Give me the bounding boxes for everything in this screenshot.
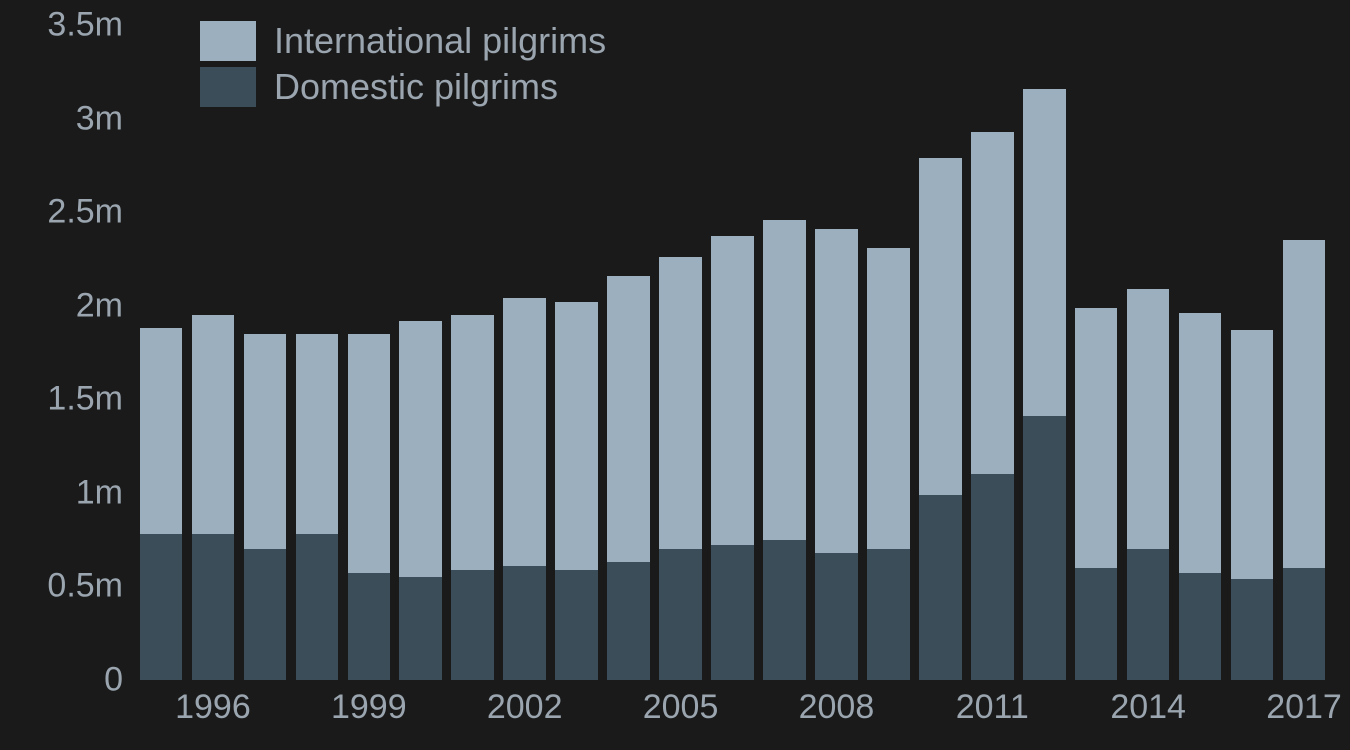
bar-seg-international — [555, 302, 598, 570]
bar-seg-domestic — [607, 562, 650, 680]
bar-2013 — [1075, 308, 1118, 680]
bar-seg-international — [348, 334, 391, 574]
bar-seg-domestic — [555, 570, 598, 680]
bar-2014 — [1127, 289, 1170, 680]
bar-seg-international — [1179, 313, 1222, 573]
bar-seg-domestic — [1231, 579, 1274, 680]
x-tick-label: 2005 — [643, 688, 719, 727]
legend-swatch-international — [200, 21, 256, 61]
bar-seg-international — [296, 334, 339, 534]
bar-seg-international — [244, 334, 287, 549]
bar-seg-domestic — [503, 566, 546, 680]
bar-seg-international — [659, 257, 702, 549]
bar-2012 — [1023, 89, 1066, 680]
bar-seg-international — [140, 328, 183, 534]
bar-seg-international — [919, 158, 962, 495]
bar-2005 — [659, 257, 702, 680]
y-tick-label: 3m — [76, 99, 123, 138]
bar-2009 — [867, 248, 910, 680]
bar-seg-international — [1023, 89, 1066, 417]
bar-seg-domestic — [1023, 416, 1066, 680]
bar-1997 — [244, 334, 287, 680]
chart-legend: International pilgrimsDomestic pilgrims — [200, 20, 606, 112]
y-tick-label: 0 — [104, 661, 123, 700]
x-tick-label: 2011 — [956, 688, 1029, 727]
bar-seg-international — [1283, 240, 1326, 568]
y-tick-label: 3.5m — [47, 6, 123, 45]
bar-seg-domestic — [1283, 568, 1326, 680]
bar-2002 — [503, 298, 546, 680]
bar-1999 — [348, 334, 391, 680]
bar-seg-domestic — [1127, 549, 1170, 680]
y-tick-label: 2m — [76, 286, 123, 325]
bar-seg-domestic — [451, 570, 494, 680]
bar-2000 — [399, 321, 442, 680]
x-tick-label: 2008 — [799, 688, 875, 727]
bar-2001 — [451, 315, 494, 680]
bar-seg-domestic — [348, 573, 391, 680]
bar-seg-domestic — [1179, 573, 1222, 680]
bar-seg-international — [192, 315, 235, 534]
bar-seg-international — [867, 248, 910, 549]
bar-seg-domestic — [296, 534, 339, 680]
bar-seg-international — [1075, 308, 1118, 568]
legend-item-domestic: Domestic pilgrims — [200, 66, 606, 108]
bar-seg-domestic — [867, 549, 910, 680]
bar-seg-domestic — [815, 553, 858, 680]
bar-seg-domestic — [192, 534, 235, 680]
y-tick-label: 0.5m — [47, 567, 123, 606]
x-tick-label: 1999 — [331, 688, 407, 727]
bar-2003 — [555, 302, 598, 680]
bar-1998 — [296, 334, 339, 680]
bar-seg-domestic — [244, 549, 287, 680]
bar-2011 — [971, 132, 1014, 680]
bar-seg-international — [451, 315, 494, 570]
x-tick-label: 2002 — [487, 688, 563, 727]
bar-2007 — [763, 220, 806, 680]
y-tick-label: 2.5m — [47, 193, 123, 232]
legend-item-international: International pilgrims — [200, 20, 606, 62]
bar-seg-international — [763, 220, 806, 540]
bar-seg-international — [1231, 330, 1274, 579]
bar-1995 — [140, 328, 183, 680]
bar-seg-international — [607, 276, 650, 562]
plot-area — [135, 25, 1330, 680]
x-tick-label: 2014 — [1110, 688, 1186, 727]
x-tick-label: 1996 — [175, 688, 251, 727]
bar-seg-domestic — [399, 577, 442, 680]
legend-swatch-domestic — [200, 67, 256, 107]
legend-label-domestic: Domestic pilgrims — [274, 66, 558, 108]
bar-1996 — [192, 315, 235, 680]
bar-2016 — [1231, 330, 1274, 680]
bar-seg-international — [815, 229, 858, 553]
bar-seg-international — [971, 132, 1014, 474]
bar-seg-domestic — [971, 474, 1014, 680]
bar-2010 — [919, 158, 962, 680]
y-tick-label: 1m — [76, 473, 123, 512]
bar-2015 — [1179, 313, 1222, 680]
bar-2006 — [711, 236, 754, 680]
bar-2008 — [815, 229, 858, 680]
pilgrims-stacked-bar-chart: 0 0.5m 1m 1.5m 2m 2.5m 3m 3.5m 1996 1999 2002 2005… — [0, 0, 1350, 750]
bar-seg-international — [503, 298, 546, 566]
legend-label-international: International pilgrims — [274, 20, 606, 62]
x-tick-label: 2017 — [1266, 688, 1342, 727]
bar-seg-domestic — [140, 534, 183, 680]
bar-seg-domestic — [919, 495, 962, 680]
bar-seg-domestic — [711, 545, 754, 680]
bar-2017 — [1283, 240, 1326, 680]
bar-seg-international — [399, 321, 442, 577]
bar-2004 — [607, 276, 650, 680]
bar-seg-international — [1127, 289, 1170, 549]
y-tick-label: 1.5m — [47, 380, 123, 419]
bar-seg-domestic — [763, 540, 806, 680]
bar-seg-domestic — [659, 549, 702, 680]
bar-seg-international — [711, 236, 754, 545]
bar-seg-domestic — [1075, 568, 1118, 680]
